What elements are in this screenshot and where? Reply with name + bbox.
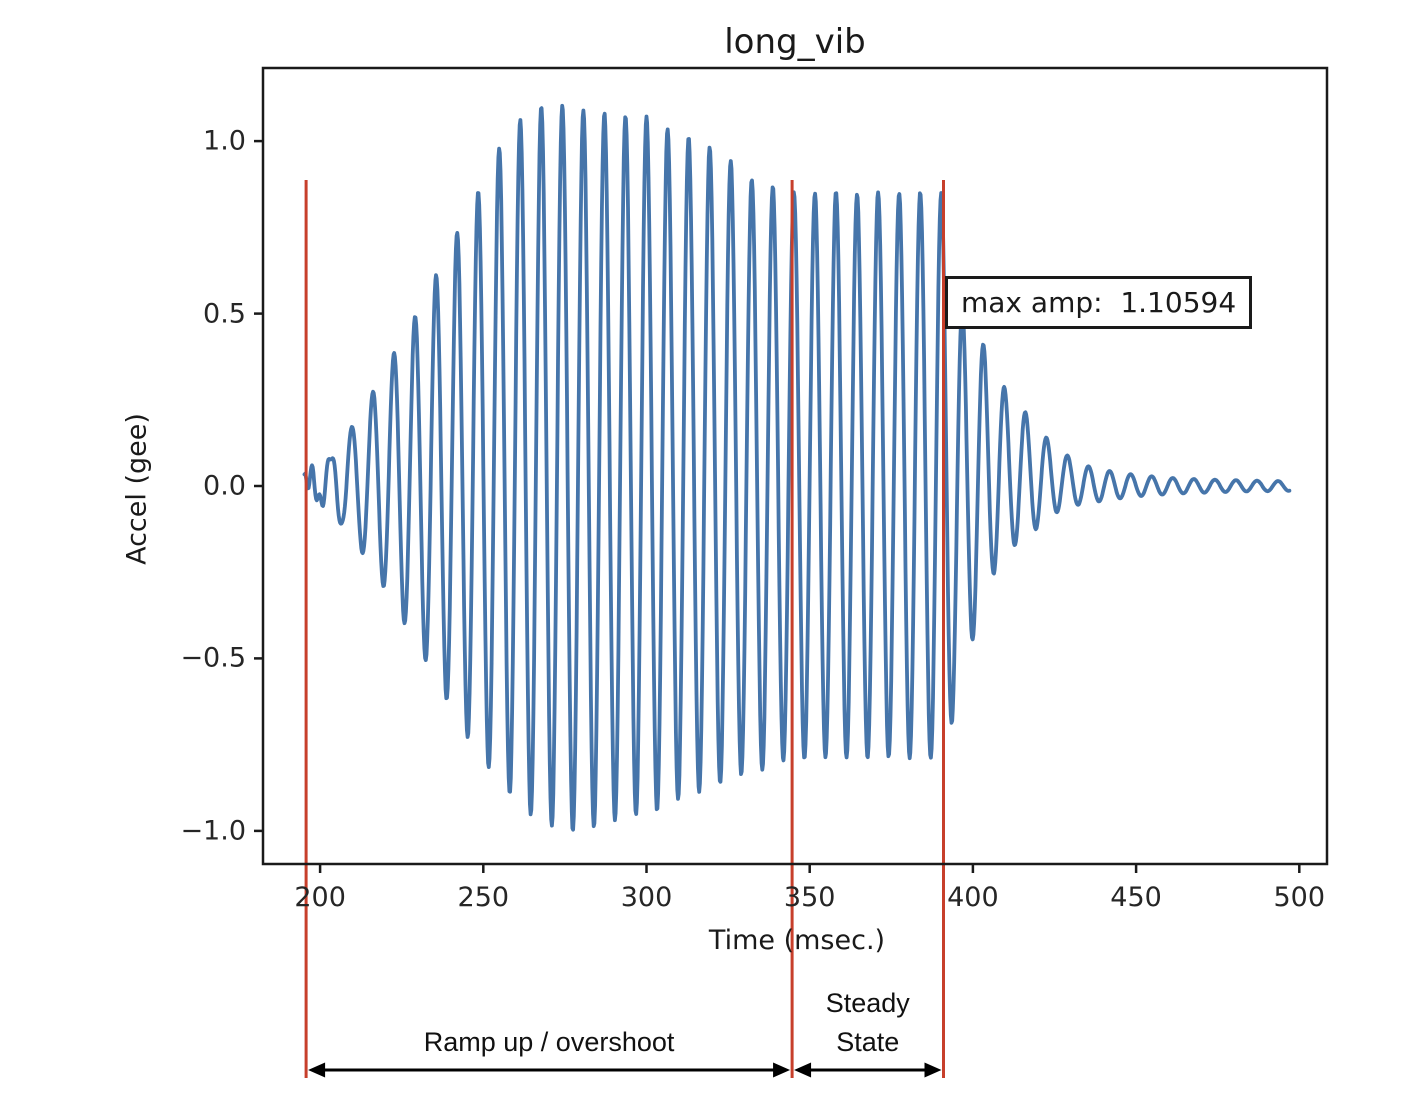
y-tick-label-0.0: 0.0: [203, 470, 246, 502]
max-amp-annotation: max amp: 1.10594: [945, 276, 1253, 329]
x-tick-label-400: 400: [947, 882, 999, 913]
region-label-1: Ramp up / overshoot: [423, 1027, 675, 1057]
vibration-waveform: [302, 103, 1292, 832]
x-tick-label-200: 200: [294, 882, 346, 913]
chart-title: long_vib: [724, 22, 866, 62]
x-tick-label-250: 250: [457, 882, 510, 913]
x-axis-label: Time (msec.): [708, 925, 886, 956]
x-tick-label-300: 300: [620, 882, 673, 913]
region-label-2: Steady State: [825, 988, 910, 1057]
axes-frame: [261, 66, 1329, 866]
y-tick-label-1.0: 1.0: [203, 125, 246, 157]
y-tick-label-−1.0: −1.0: [180, 815, 246, 847]
x-tick-label-450: 450: [1110, 882, 1162, 913]
x-tick-label-500: 500: [1273, 882, 1326, 913]
x-tick-label-350: 350: [783, 882, 836, 913]
region-arrow-2: [794, 1062, 942, 1078]
region-arrow-1: [308, 1062, 791, 1078]
y-tick-label-0.5: 0.5: [203, 298, 246, 330]
max-amp-text: max amp: 1.10594: [961, 286, 1237, 319]
y-tick-label-−0.5: −0.5: [180, 642, 246, 674]
